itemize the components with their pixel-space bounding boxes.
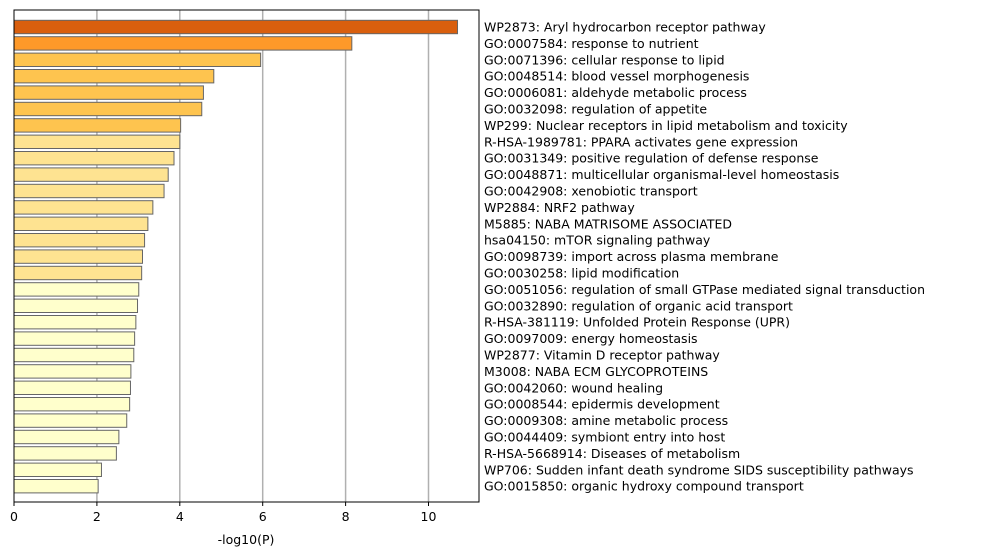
category-label: GO:0048514: blood vessel morphogenesis	[484, 69, 749, 84]
bar	[13, 479, 99, 494]
bar	[13, 331, 136, 346]
bars	[13, 19, 459, 494]
bar	[13, 364, 132, 379]
category-label: GO:0042060: wound healing	[484, 380, 663, 395]
plot-frame	[13, 9, 480, 503]
bar	[13, 151, 175, 166]
category-label: R-HSA-5668914: Diseases of metabolism	[484, 446, 740, 461]
category-label: GO:0008544: epidermis development	[484, 397, 720, 412]
category-label: GO:0032890: regulation of organic acid t…	[484, 298, 793, 313]
bar	[13, 315, 137, 330]
category-label: R-HSA-1989781: PPARA activates gene expr…	[484, 134, 798, 149]
bar	[13, 249, 143, 264]
bar	[13, 101, 203, 117]
category-label: GO:0098739: import across plasma membran…	[484, 249, 779, 264]
category-label: GO:0009308: amine metabolic process	[484, 413, 728, 428]
category-label: GO:0097009: energy homeostasis	[484, 331, 698, 346]
x-tick-label: 6	[259, 509, 267, 524]
bar	[13, 413, 128, 428]
category-label: hsa04150: mTOR signaling pathway	[484, 233, 711, 248]
bar	[13, 69, 215, 84]
category-label: M3008: NABA ECM GLYCOPROTEINS	[484, 364, 708, 379]
category-label: GO:0071396: cellular response to lipid	[484, 52, 725, 67]
x-tick-label: 4	[176, 509, 184, 524]
category-label: WP2877: Vitamin D receptor pathway	[484, 348, 720, 363]
bar	[13, 134, 181, 150]
bar	[13, 429, 120, 445]
bar	[13, 265, 143, 281]
category-label: WP299: Nuclear receptors in lipid metabo…	[484, 118, 848, 133]
bar	[13, 200, 154, 215]
bar	[13, 233, 146, 248]
category-label: GO:0044409: symbiont entry into host	[484, 430, 725, 445]
category-label: M5885: NABA MATRISOME ASSOCIATED	[484, 216, 732, 231]
x-axis-ticks: 0 2 4 6 8 10	[10, 502, 436, 524]
x-tick-label: 10	[421, 509, 437, 524]
bar	[13, 397, 131, 412]
category-label: GO:0007584: response to nutrient	[484, 36, 699, 51]
vertical-grid	[96, 10, 430, 502]
bar	[13, 167, 169, 182]
category-label: GO:0030258: lipid modification	[484, 266, 679, 281]
bar	[13, 118, 182, 133]
bar	[13, 282, 140, 297]
category-label: GO:0031349: positive regulation of defen…	[484, 151, 819, 166]
bar	[13, 380, 131, 396]
category-label: WP706: Sudden infant death syndrome SIDS…	[484, 462, 914, 477]
bar	[13, 462, 102, 478]
bar	[13, 216, 149, 232]
category-label: GO:0006081: aldehyde metabolic process	[484, 85, 747, 100]
category-label: WP2873: Aryl hydrocarbon receptor pathwa…	[484, 20, 766, 35]
category-label: WP2884: NRF2 pathway	[484, 200, 635, 215]
category-label: R-HSA-381119: Unfolded Protein Response …	[484, 315, 790, 330]
category-label: GO:0032098: regulation of appetite	[484, 102, 707, 117]
x-tick-label: 0	[10, 509, 18, 524]
category-label: GO:0051056: regulation of small GTPase m…	[484, 282, 925, 297]
bar	[13, 298, 139, 314]
category-label: GO:0015850: organic hydroxy compound tra…	[484, 479, 804, 494]
bar	[13, 183, 165, 199]
bar	[13, 19, 459, 35]
bar	[13, 36, 353, 51]
bar	[13, 52, 262, 67]
x-tick-label: 8	[342, 509, 350, 524]
x-axis-label: -log10(P)	[218, 532, 275, 547]
bar	[13, 85, 204, 100]
category-label: GO:0048871: multicellular organismal-lev…	[484, 167, 839, 182]
bar	[13, 347, 135, 363]
bar	[13, 446, 117, 461]
x-tick-label: 2	[93, 509, 101, 524]
category-labels: WP2873: Aryl hydrocarbon receptor pathwa…	[484, 20, 925, 494]
category-label: GO:0042908: xenobiotic transport	[484, 184, 698, 199]
